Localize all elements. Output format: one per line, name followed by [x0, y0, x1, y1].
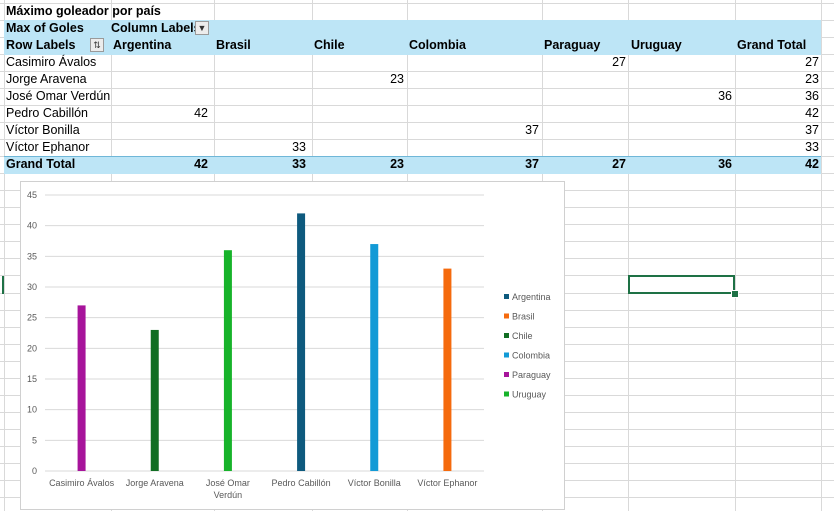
cell-value[interactable]: 33 [292, 140, 306, 154]
bar [223, 250, 232, 471]
legend-swatch [504, 372, 509, 377]
pivot-grand-total-band [4, 156, 821, 174]
y-tick-label: 20 [27, 343, 37, 353]
grand-total-value[interactable]: 27 [612, 157, 626, 171]
grand-total-value[interactable]: 33 [292, 157, 306, 171]
y-tick-label: 5 [32, 435, 37, 445]
cell-value[interactable]: 36 [805, 89, 819, 103]
row-label[interactable]: Víctor Bonilla [6, 123, 80, 137]
legend-swatch [504, 352, 509, 358]
col-header-brasil: Brasil [216, 38, 251, 52]
y-tick-label: 0 [32, 466, 37, 476]
col-header-argentina: Argentina [113, 38, 172, 52]
cell-value[interactable]: 23 [390, 72, 404, 86]
bar [150, 329, 159, 471]
legend-label: Paraguay [512, 370, 551, 380]
bar [297, 213, 306, 471]
legend-label: Uruguay [512, 390, 547, 400]
y-tick-label: 35 [27, 251, 37, 261]
row-label[interactable]: José Omar Verdún [6, 89, 111, 103]
col-header-chile: Chile [314, 38, 345, 52]
col-header-paraguay: Paraguay [544, 38, 601, 52]
grand-total-value[interactable]: 42 [805, 157, 819, 171]
grand-total-value[interactable]: 42 [194, 157, 208, 171]
row-selection-marker [0, 276, 4, 294]
cell-value[interactable]: 42 [805, 106, 819, 120]
cell-value[interactable]: 36 [718, 89, 732, 103]
x-tick-label: Verdún [214, 490, 243, 500]
legend-swatch [504, 294, 509, 299]
pivot-column-labels[interactable]: Column Labels [111, 21, 201, 35]
legend-label: Argentina [512, 292, 551, 302]
x-tick-label: Víctor Ephanor [417, 478, 477, 488]
legend-swatch [504, 313, 509, 319]
legend-label: Colombia [512, 351, 550, 361]
row-label[interactable]: Pedro Cabillón [6, 106, 88, 120]
legend-swatch [504, 391, 509, 397]
cell-value[interactable]: 37 [525, 123, 539, 137]
chart-canvas: 0 5 10 15 20 25 30 35 40 45 Casimiro Ávalos Jorge A… [27, 190, 551, 500]
cell-value[interactable]: 37 [805, 123, 819, 137]
column-filter-dropdown-icon[interactable]: ▼ [195, 21, 209, 35]
x-tick-label: Víctor Bonilla [348, 478, 401, 488]
row-filter-sort-icon[interactable]: ⇅ [90, 38, 104, 52]
legend-label: Brasil [512, 312, 535, 322]
y-tick-label: 10 [27, 405, 37, 415]
grand-total-value[interactable]: 36 [718, 157, 732, 171]
bar [370, 244, 379, 471]
bar [443, 268, 452, 471]
row-label[interactable]: Víctor Ephanor [6, 140, 90, 154]
row-label[interactable]: Jorge Aravena [6, 72, 87, 86]
cell-value[interactable]: 23 [805, 72, 819, 86]
cell-value[interactable]: 27 [612, 55, 626, 69]
pivot-measure-label[interactable]: Max of Goles [6, 21, 84, 35]
x-tick-label: Casimiro Ávalos [49, 478, 115, 488]
pivot-row-labels[interactable]: Row Labels [6, 38, 76, 52]
cell-value[interactable]: 33 [805, 140, 819, 154]
col-header-grand-total: Grand Total [737, 38, 807, 52]
cell-value[interactable]: 27 [805, 55, 819, 69]
x-tick-label: Jorge Aravena [126, 478, 184, 488]
fill-handle[interactable] [731, 290, 739, 298]
pivot-chart[interactable]: 0 5 10 15 20 25 30 35 40 45 Casimiro Ávalos Jorge A… [20, 181, 565, 510]
row-label[interactable]: Casimiro Ávalos [6, 55, 97, 69]
x-tick-label: José Omar [206, 478, 250, 488]
active-cell-selection[interactable] [628, 275, 735, 294]
y-tick-label: 40 [27, 221, 37, 231]
legend-label: Chile [512, 331, 533, 341]
y-tick-label: 25 [27, 313, 37, 323]
pivot-title: Máximo goleador por país [6, 4, 161, 18]
y-tick-label: 45 [27, 190, 37, 200]
grand-total-value[interactable]: 23 [390, 157, 404, 171]
col-header-colombia: Colombia [409, 38, 466, 52]
x-tick-label: Pedro Cabillón [272, 478, 331, 488]
bar [77, 305, 86, 471]
grand-total-label[interactable]: Grand Total [6, 157, 76, 171]
legend-swatch [504, 333, 509, 338]
y-tick-label: 15 [27, 374, 37, 384]
pivot-header-band [4, 20, 821, 55]
grand-total-value[interactable]: 37 [525, 157, 539, 171]
y-tick-label: 30 [27, 282, 37, 292]
cell-value[interactable]: 42 [194, 106, 208, 120]
col-header-uruguay: Uruguay [631, 38, 682, 52]
